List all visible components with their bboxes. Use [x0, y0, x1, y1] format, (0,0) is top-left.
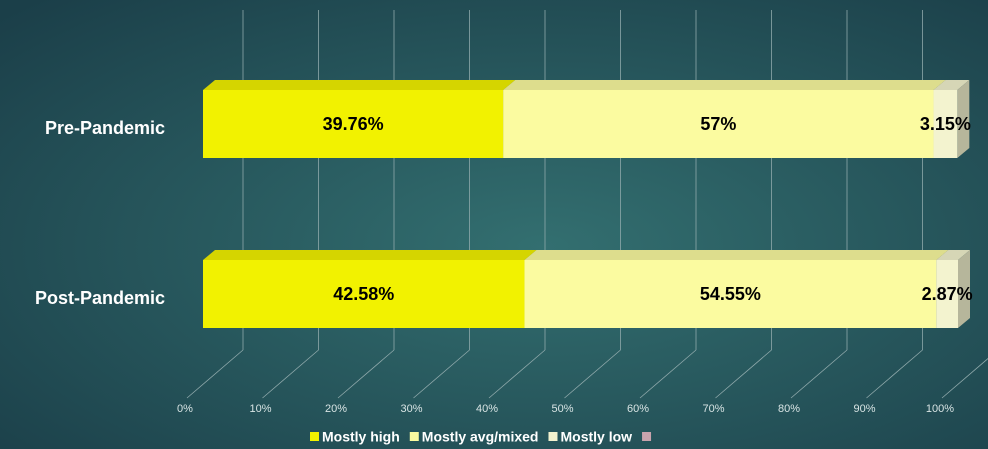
category-label: Post-Pandemic [35, 288, 165, 308]
grid-floor-line [639, 349, 697, 399]
x-tick-label: 0% [177, 403, 193, 415]
legend-label: Mostly low [560, 429, 632, 445]
legend-swatch [548, 432, 558, 441]
bar-top [203, 80, 516, 90]
bar-side [958, 250, 970, 328]
bar-top [203, 250, 537, 260]
value-label: 2.87% [922, 284, 973, 304]
bar [933, 90, 958, 158]
grid-floor-line [564, 349, 621, 399]
x-tick-label: 40% [476, 403, 498, 415]
grid-floor-line [186, 349, 244, 399]
value-label: 39.76% [323, 114, 384, 134]
grid-floor-line [337, 349, 395, 399]
legend-swatch [310, 432, 319, 441]
legend-swatch [409, 432, 419, 441]
bar [936, 260, 958, 328]
x-tick-label: 20% [325, 403, 347, 415]
bar [524, 260, 937, 328]
bar-segment [936, 250, 970, 328]
x-tick-label: 100% [926, 403, 954, 415]
legend-label: Mostly avg/mixed [422, 429, 539, 445]
x-tick-label: 70% [702, 403, 724, 415]
value-label: 54.55% [700, 284, 761, 304]
bar-top [503, 80, 946, 90]
bar-top [524, 250, 949, 260]
value-label: 42.58% [333, 284, 394, 304]
grid-floor-line [488, 349, 546, 399]
bar [203, 260, 525, 328]
bar-top [936, 250, 970, 260]
x-tick-label: 80% [778, 403, 800, 415]
grid-floor-line [262, 349, 319, 399]
x-tick-label: 90% [853, 403, 875, 415]
bar-segment [933, 80, 970, 158]
grid-floor-line [715, 349, 772, 399]
bar-side [957, 80, 970, 158]
bar [203, 90, 504, 158]
bar-top [933, 80, 970, 90]
legend-swatch [642, 432, 652, 441]
grid-floor-line [941, 358, 988, 399]
x-tick-label: 10% [249, 403, 271, 415]
grid-floor-line [790, 349, 848, 399]
value-label: 3.15% [920, 114, 971, 134]
x-tick-label: 60% [627, 403, 649, 415]
value-label: 57% [700, 114, 736, 134]
category-label: Pre-Pandemic [45, 118, 165, 138]
x-tick-label: 30% [400, 403, 422, 415]
legend-label: Mostly high [322, 429, 400, 445]
x-tick-label: 50% [551, 403, 573, 415]
bar [503, 90, 934, 158]
grid-floor-line [866, 349, 923, 399]
grid-floor-line [413, 349, 470, 399]
